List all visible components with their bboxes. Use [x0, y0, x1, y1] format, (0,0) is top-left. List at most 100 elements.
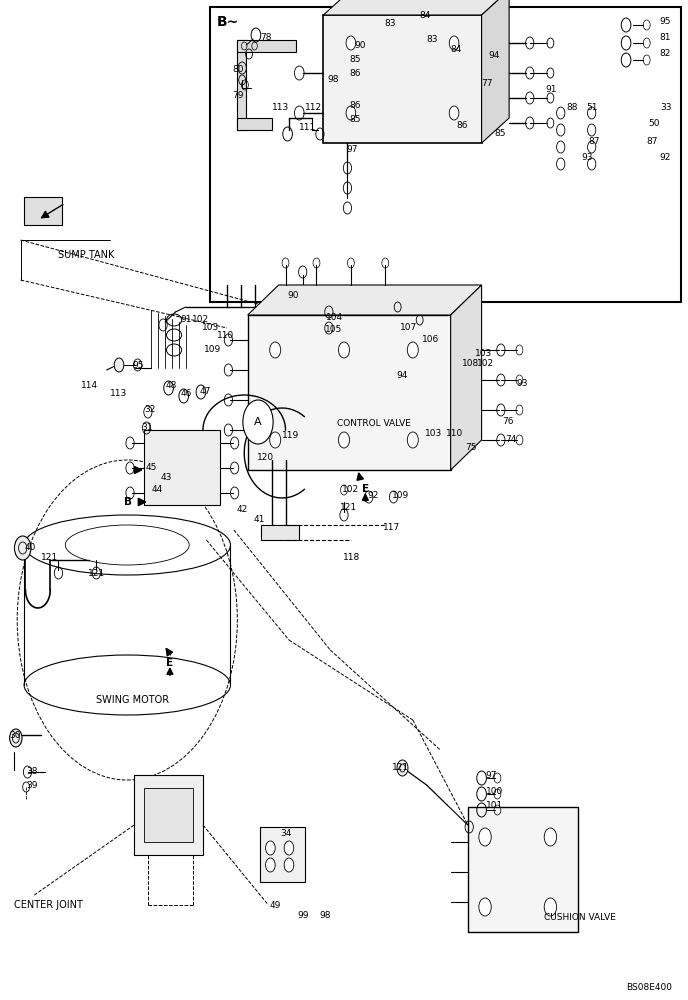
Text: 84: 84 [451, 45, 462, 54]
Text: 109: 109 [392, 490, 409, 499]
Circle shape [479, 828, 491, 846]
Text: 75: 75 [465, 442, 477, 452]
Bar [144, 788, 193, 842]
Bar [468, 807, 578, 932]
Text: 102: 102 [342, 485, 359, 493]
Bar [248, 315, 451, 470]
Text: 97: 97 [346, 144, 358, 153]
Text: BS08E400: BS08E400 [626, 984, 672, 992]
Circle shape [544, 898, 557, 916]
Text: 114: 114 [81, 381, 98, 390]
Text: 39: 39 [26, 782, 38, 790]
Circle shape [14, 536, 31, 560]
Polygon shape [323, 0, 509, 15]
Text: 83: 83 [427, 35, 438, 44]
Text: 118: 118 [343, 554, 360, 562]
Text: 41: 41 [253, 516, 265, 524]
Bar [323, 15, 482, 143]
Text: 40: 40 [25, 542, 36, 552]
Text: 74: 74 [506, 436, 517, 444]
Text: 90: 90 [288, 290, 299, 300]
Text: 93: 93 [581, 153, 593, 162]
Text: 120: 120 [257, 452, 275, 462]
Circle shape [338, 432, 350, 448]
Text: 102: 102 [477, 360, 494, 368]
Text: 31: 31 [141, 422, 153, 432]
Circle shape [449, 106, 459, 120]
Text: 79: 79 [233, 92, 244, 101]
Bar [210, 7, 681, 302]
Text: 119: 119 [282, 432, 299, 440]
Text: 102: 102 [192, 314, 209, 324]
Text: 42: 42 [237, 506, 248, 514]
Text: 95: 95 [659, 17, 671, 26]
Text: 113: 113 [110, 388, 127, 397]
Text: CENTER JOINT: CENTER JOINT [14, 900, 83, 910]
Circle shape [449, 36, 459, 50]
Text: 101: 101 [486, 800, 503, 810]
Text: SUMP TANK: SUMP TANK [58, 250, 115, 260]
Text: 92: 92 [367, 490, 379, 499]
Text: 110: 110 [217, 332, 235, 340]
Text: 84: 84 [420, 10, 431, 19]
Text: 87: 87 [588, 137, 600, 146]
Text: 121: 121 [392, 764, 409, 772]
Bar [260, 827, 305, 882]
Text: 50: 50 [648, 119, 660, 128]
Text: 121: 121 [88, 570, 105, 578]
Bar [24, 197, 62, 225]
Text: 43: 43 [161, 474, 173, 483]
Text: 113: 113 [272, 104, 290, 112]
Text: 95: 95 [132, 360, 144, 369]
Bar [237, 118, 272, 130]
Text: 103: 103 [425, 430, 442, 438]
Text: CUSHION VALVE: CUSHION VALVE [544, 912, 615, 922]
Text: 110: 110 [446, 430, 463, 438]
Circle shape [346, 106, 356, 120]
Text: 105: 105 [325, 326, 342, 334]
Circle shape [338, 342, 350, 358]
Text: 104: 104 [326, 314, 343, 322]
Text: 47: 47 [200, 386, 211, 395]
Text: 38: 38 [26, 768, 38, 776]
Bar [237, 40, 296, 52]
Text: B∼: B∼ [217, 15, 239, 29]
Circle shape [243, 400, 273, 444]
Circle shape [407, 432, 418, 448]
Text: 109: 109 [204, 346, 221, 355]
Text: 80: 80 [233, 66, 244, 75]
Text: 49: 49 [270, 902, 281, 910]
Text: 87: 87 [647, 137, 658, 146]
Text: 103: 103 [475, 349, 492, 358]
Text: 103: 103 [202, 324, 219, 332]
Text: 33: 33 [660, 104, 672, 112]
Circle shape [270, 342, 281, 358]
Text: 94: 94 [488, 51, 500, 60]
Text: 46: 46 [181, 389, 193, 398]
Text: 108: 108 [462, 360, 480, 368]
Circle shape [284, 858, 294, 872]
Text: 121: 121 [340, 502, 357, 512]
Text: 77: 77 [482, 80, 493, 89]
Text: B: B [124, 497, 132, 507]
Text: 81: 81 [659, 33, 671, 42]
Text: CONTROL VALVE: CONTROL VALVE [337, 420, 411, 428]
Text: 34: 34 [281, 828, 292, 838]
Text: SWING MOTOR: SWING MOTOR [96, 695, 169, 705]
Circle shape [266, 858, 275, 872]
Text: 111: 111 [299, 123, 316, 132]
Text: 90: 90 [354, 40, 366, 49]
Text: E: E [166, 658, 173, 668]
Polygon shape [248, 285, 482, 315]
Text: 51: 51 [586, 104, 598, 112]
Text: 93: 93 [516, 378, 528, 387]
Text: 76: 76 [502, 418, 514, 426]
Polygon shape [482, 0, 509, 143]
Text: 86: 86 [350, 101, 361, 109]
Text: 44: 44 [151, 486, 162, 494]
Circle shape [284, 841, 294, 855]
Text: 30: 30 [10, 730, 21, 740]
Text: E: E [362, 484, 369, 494]
Text: 121: 121 [41, 552, 58, 562]
Text: 91: 91 [546, 86, 557, 95]
